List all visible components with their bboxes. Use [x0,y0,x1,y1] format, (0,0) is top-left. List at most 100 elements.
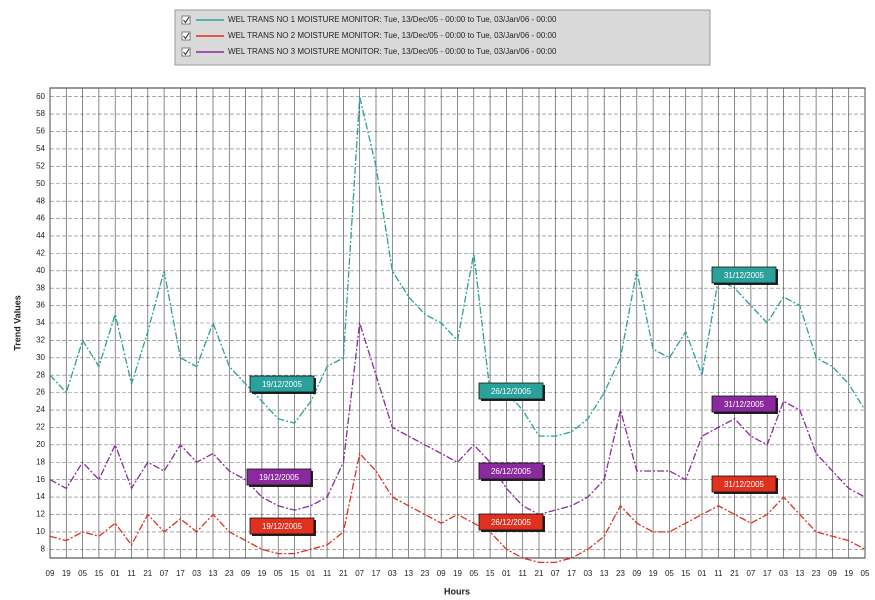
legend-box [174,9,711,66]
x-tick-label: 19 [844,569,853,578]
annotation-box [711,475,777,493]
annotation-label: 19/12/2005 [262,380,303,389]
x-tick-label: 09 [241,569,250,578]
x-tick-label: 17 [567,569,576,578]
x-tick-label: 21 [339,569,348,578]
annotation-box [478,513,544,531]
y-tick-label: 8 [41,544,46,553]
x-tick-label: 03 [388,569,397,578]
x-tick-label: 11 [714,569,723,578]
annotation-label: 26/12/2005 [491,467,532,476]
y-tick-label: 10 [36,527,45,536]
y-tick-label: 26 [36,388,45,397]
annotation-label: 19/12/2005 [262,522,303,531]
x-tick-label: 23 [420,569,429,578]
y-tick-label: 12 [36,510,45,519]
y-tick-label: 36 [36,301,45,310]
annotation-box [478,382,544,400]
legend-check [183,16,190,24]
annotation-box [246,468,312,486]
x-tick-label: 03 [779,569,788,578]
y-tick-label: 44 [36,231,45,240]
annotation-label: 26/12/2005 [491,518,532,527]
x-axis-label: Hours [444,586,470,596]
x-tick-label: 17 [763,569,772,578]
x-tick-label: 23 [812,569,821,578]
legend-checkbox [181,15,191,25]
x-tick-label: 05 [861,569,870,578]
x-tick-label: 15 [486,569,495,578]
legend-checkbox [181,47,191,57]
legend-check [183,32,190,40]
x-tick-label: 05 [78,569,87,578]
x-tick-label: 19 [453,569,462,578]
x-tick-label: 21 [730,569,739,578]
x-tick-label: 07 [551,569,560,578]
x-tick-label: 21 [535,569,544,578]
y-tick-label: 42 [36,248,45,257]
x-tick-label: 09 [46,569,55,578]
y-tick-label: 60 [36,92,45,101]
x-tick-label: 01 [306,569,315,578]
legend-checkbox [181,31,191,41]
annotation-box [711,395,777,413]
y-tick-label: 14 [36,492,45,501]
x-tick-label: 07 [355,569,364,578]
annotation-box [711,266,777,284]
x-tick-label: 05 [469,569,478,578]
legend-label: WEL TRANS NO 1 MOISTURE MONITOR: Tue, 13… [228,15,557,24]
x-tick-label: 05 [274,569,283,578]
annotation-label: 26/12/2005 [491,387,532,396]
y-tick-label: 56 [36,127,45,136]
x-tick-label: 13 [209,569,218,578]
x-tick-label: 11 [519,569,528,578]
x-tick-label: 11 [323,569,332,578]
x-tick-label: 03 [192,569,201,578]
legend-check [183,48,190,56]
y-tick-label: 16 [36,475,45,484]
x-tick-label: 19 [649,569,658,578]
y-tick-label: 48 [36,196,45,205]
y-tick-label: 40 [36,266,45,275]
x-tick-label: 19 [257,569,266,578]
annotation-label: 19/12/2005 [259,473,300,482]
y-tick-label: 46 [36,214,45,223]
y-tick-label: 24 [36,405,45,414]
x-tick-label: 09 [437,569,446,578]
x-tick-label: 01 [698,569,707,578]
x-tick-label: 07 [746,569,755,578]
x-tick-label: 23 [225,569,234,578]
y-tick-label: 52 [36,161,45,170]
x-tick-label: 13 [795,569,804,578]
y-tick-label: 38 [36,283,45,292]
annotation-box [478,462,544,480]
annotation-label: 31/12/2005 [724,271,765,280]
y-tick-label: 22 [36,423,45,432]
x-tick-label: 05 [665,569,674,578]
legend-label: WEL TRANS NO 2 MOISTURE MONITOR: Tue, 13… [228,31,557,40]
y-tick-label: 28 [36,370,45,379]
x-tick-label: 21 [143,569,152,578]
y-tick-label: 34 [36,318,45,327]
x-tick-label: 03 [583,569,592,578]
x-tick-label: 01 [111,569,120,578]
x-tick-label: 11 [127,569,136,578]
series-line [49,322,866,516]
y-tick-label: 20 [36,440,45,449]
series-line [49,452,866,564]
annotation-box [249,517,315,535]
x-tick-label: 17 [372,569,381,578]
series-line [49,96,866,437]
x-tick-label: 13 [404,569,413,578]
y-tick-label: 54 [36,144,45,153]
y-tick-label: 18 [36,457,45,466]
annotation-label: 31/12/2005 [724,480,765,489]
x-tick-label: 09 [828,569,837,578]
x-tick-label: 07 [160,569,169,578]
x-tick-label: 17 [176,569,185,578]
legend-label: WEL TRANS NO 3 MOISTURE MONITOR: Tue, 13… [228,47,557,56]
y-tick-label: 58 [36,109,45,118]
x-tick-label: 19 [62,569,71,578]
y-axis-label: Trend Values [12,295,22,351]
